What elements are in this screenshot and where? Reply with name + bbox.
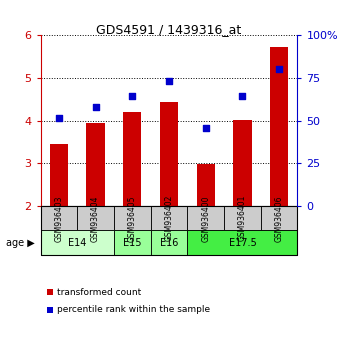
Text: transformed count: transformed count [57,287,141,297]
Point [276,66,282,72]
Bar [151,230,187,255]
Bar [270,47,288,206]
Text: GSM936406: GSM936406 [274,195,284,241]
Text: GSM936405: GSM936405 [128,195,137,241]
Text: E17.5: E17.5 [228,238,256,248]
Point [240,93,245,99]
Text: E16: E16 [160,238,178,248]
Bar [114,206,151,230]
Text: GSM936404: GSM936404 [91,195,100,241]
Text: GSM936401: GSM936401 [238,195,247,241]
Point [203,126,209,131]
Bar [114,230,151,255]
Bar [261,206,297,230]
Bar [41,206,77,230]
Text: GSM936403: GSM936403 [54,195,64,241]
Bar [233,120,251,206]
Bar [50,144,68,206]
Point [166,79,172,84]
Bar [123,112,142,206]
Point [93,104,98,110]
Bar [41,230,114,255]
Bar [187,206,224,230]
Bar [196,164,215,206]
Text: E14: E14 [68,238,87,248]
Text: GSM936402: GSM936402 [165,195,173,241]
Text: age ▶: age ▶ [6,238,35,248]
Point [129,93,135,99]
Bar [87,123,105,206]
Text: GSM936400: GSM936400 [201,195,210,241]
Bar [160,102,178,206]
Text: GDS4591 / 1439316_at: GDS4591 / 1439316_at [96,23,242,36]
Bar [224,206,261,230]
Bar [187,230,297,255]
Point [56,115,62,121]
Text: E15: E15 [123,238,142,248]
Text: percentile rank within the sample: percentile rank within the sample [57,305,210,314]
Bar [151,206,187,230]
Bar [77,206,114,230]
